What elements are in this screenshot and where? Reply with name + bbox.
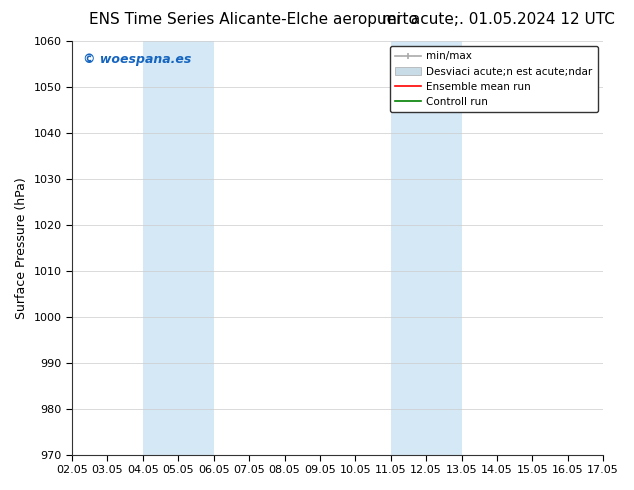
Bar xyxy=(143,41,214,455)
Text: mi  acute;. 01.05.2024 12 UTC: mi acute;. 01.05.2024 12 UTC xyxy=(382,12,615,27)
Y-axis label: Surface Pressure (hPa): Surface Pressure (hPa) xyxy=(15,177,28,318)
Text: ENS Time Series Alicante-Elche aeropuerto: ENS Time Series Alicante-Elche aeropuert… xyxy=(89,12,418,27)
Legend: min/max, Desviaci acute;n est acute;ndar, Ensemble mean run, Controll run: min/max, Desviaci acute;n est acute;ndar… xyxy=(390,46,598,112)
Text: © woespana.es: © woespana.es xyxy=(82,53,191,67)
Bar xyxy=(391,41,462,455)
